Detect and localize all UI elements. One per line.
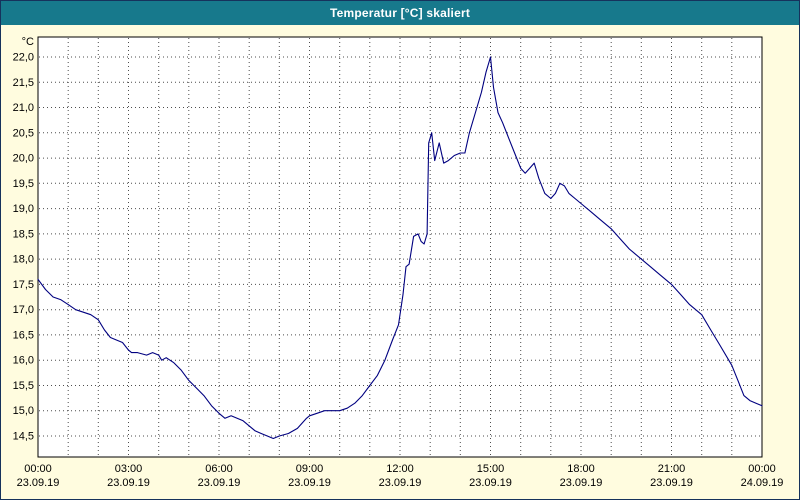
x-tick-date-label: 23.09.19 [288,477,331,489]
x-tick-time-label: 06:00 [205,463,233,475]
y-tick-label: 15,0 [13,405,34,417]
y-tick-label: 16,5 [13,329,34,341]
y-tick-label: 17,5 [13,279,34,291]
title-bar: Temperatur [°C] skaliert [1,1,799,25]
y-tick-label: 19,5 [13,178,34,190]
x-tick-time-label: 00:00 [748,463,776,475]
temperature-chart: 22,0 21,5 21,0 20,5 20,0 19,5 19,0 18,5 18,0 17,5… [13,36,784,489]
y-axis-unit-label: °C [22,36,34,48]
x-tick-date-label: 24.09.19 [741,477,784,489]
x-tick-date-label: 23.09.19 [379,477,422,489]
y-tick-label: 15,5 [13,380,34,392]
y-tick-label: 20,5 [13,127,34,139]
y-tick-label: 21,0 [13,102,34,114]
y-tick-label: 16,0 [13,355,34,367]
temperature-line [37,56,763,440]
y-tick-label: 18,0 [13,254,34,266]
x-tick-date-label: 23.09.19 [17,477,60,489]
x-tick-time-label: 12:00 [386,463,414,475]
y-tick-label: 18,5 [13,228,34,240]
x-tick-time-label: 15:00 [477,463,505,475]
chart-canvas: 22,0 21,5 21,0 20,5 20,0 19,5 19,0 18,5 18,0 17,5… [1,25,799,499]
chart-title: Temperatur [°C] skaliert [329,6,471,20]
y-tick-label: 17,0 [13,304,34,316]
y-tick-label: 14,5 [13,431,34,443]
x-tick-time-label: 21:00 [658,463,686,475]
x-tick-time-label: 18:00 [567,463,595,475]
x-tick-date-label: 23.09.19 [469,477,512,489]
x-tick-date-label: 23.09.19 [198,477,241,489]
x-tick-date-label: 23.09.19 [107,477,150,489]
y-tick-label: 20,0 [13,153,34,165]
x-tick-time-label: 00:00 [24,463,52,475]
y-tick-label: 19,0 [13,203,34,215]
x-tick-date-label: 23.09.19 [650,477,693,489]
x-tick-time-label: 03:00 [115,463,143,475]
x-tick-time-label: 09:00 [296,463,324,475]
y-tick-label: 21,5 [13,77,34,89]
x-tick-date-label: 23.09.19 [560,477,603,489]
y-tick-label: 22,0 [13,52,34,64]
